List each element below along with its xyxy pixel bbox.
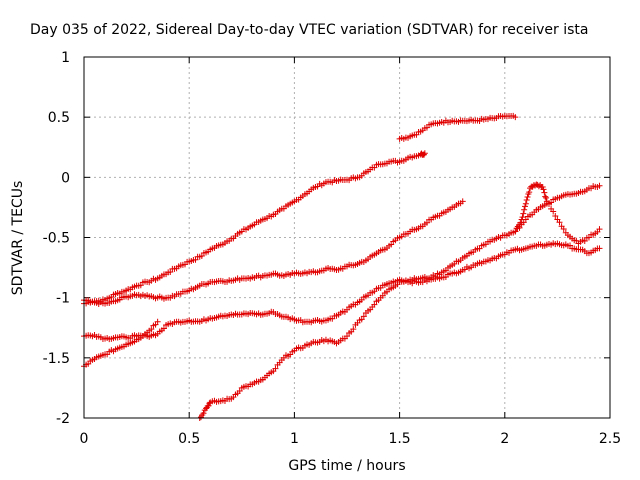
series-1 bbox=[81, 150, 428, 305]
x-tick-label: 2.5 bbox=[599, 431, 621, 447]
chart-title: Day 035 of 2022, Sidereal Day-to-day VTE… bbox=[30, 22, 588, 38]
y-tick-label: -1.5 bbox=[43, 351, 70, 367]
y-tick-label: -0.5 bbox=[43, 231, 70, 247]
series-2 bbox=[396, 112, 519, 142]
data-point-fill bbox=[521, 203, 528, 210]
data-point-fill bbox=[272, 365, 279, 372]
data-point-fill bbox=[200, 410, 207, 417]
data-point bbox=[421, 150, 428, 157]
x-tick-label: 0.5 bbox=[178, 431, 200, 447]
data-point-fill bbox=[535, 183, 542, 190]
series-7 bbox=[512, 182, 603, 235]
grid-lines bbox=[84, 57, 610, 418]
data-point-fill bbox=[567, 242, 574, 249]
x-axis-label: GPS time / hours bbox=[288, 458, 405, 474]
data-point-fill bbox=[523, 197, 530, 204]
data-point-fill bbox=[350, 326, 357, 333]
y-tick-label: 0 bbox=[61, 170, 70, 186]
x-tick-label: 2 bbox=[500, 431, 509, 447]
data-point bbox=[596, 182, 603, 189]
data-point bbox=[154, 318, 161, 325]
data-point-fill bbox=[160, 325, 167, 332]
data-point-fill bbox=[560, 225, 567, 232]
y-tick-label: 1 bbox=[61, 50, 70, 66]
data-point bbox=[522, 216, 529, 223]
data-points bbox=[81, 112, 603, 421]
data-point-fill bbox=[167, 268, 174, 275]
data-point-fill bbox=[556, 219, 563, 226]
data-point-fill bbox=[526, 189, 533, 196]
data-point-fill bbox=[550, 208, 557, 215]
data-point-fill bbox=[540, 186, 547, 193]
series-5 bbox=[81, 318, 161, 370]
data-point-fill bbox=[148, 326, 155, 333]
series-6 bbox=[196, 181, 603, 421]
data-point bbox=[596, 226, 603, 233]
data-point-fill bbox=[371, 301, 378, 308]
y-tick-label: -1 bbox=[56, 291, 70, 307]
data-point-fill bbox=[421, 151, 428, 158]
data-point-fill bbox=[524, 193, 531, 200]
data-point-fill bbox=[519, 214, 526, 221]
y-tick-label: -2 bbox=[56, 411, 70, 427]
data-point-fill bbox=[236, 387, 243, 394]
data-point bbox=[512, 114, 519, 121]
data-point-fill bbox=[542, 193, 549, 200]
y-tick-label: 0.5 bbox=[48, 110, 70, 126]
data-point-fill bbox=[541, 189, 548, 196]
data-point-fill bbox=[520, 210, 527, 217]
x-tick-label: 0 bbox=[80, 431, 89, 447]
data-point-fill bbox=[360, 313, 367, 320]
y-axis-label: SDTVAR / TECUs bbox=[10, 181, 26, 296]
x-tick-label: 1 bbox=[290, 431, 299, 447]
data-point-fill bbox=[543, 194, 550, 201]
x-tick-label: 1.5 bbox=[388, 431, 410, 447]
data-point-fill bbox=[516, 224, 523, 231]
data-point bbox=[512, 228, 519, 235]
data-point-fill bbox=[521, 206, 528, 213]
data-point bbox=[344, 333, 350, 340]
data-point-fill bbox=[552, 213, 559, 220]
data-point-fill bbox=[532, 182, 539, 189]
data-point bbox=[459, 198, 466, 205]
data-point bbox=[596, 245, 603, 252]
plot-frame bbox=[83, 56, 611, 419]
data-point-fill bbox=[529, 183, 536, 190]
data-point bbox=[522, 200, 529, 207]
data-point-fill bbox=[581, 238, 588, 245]
series-4 bbox=[81, 240, 603, 343]
series-3 bbox=[81, 198, 466, 307]
